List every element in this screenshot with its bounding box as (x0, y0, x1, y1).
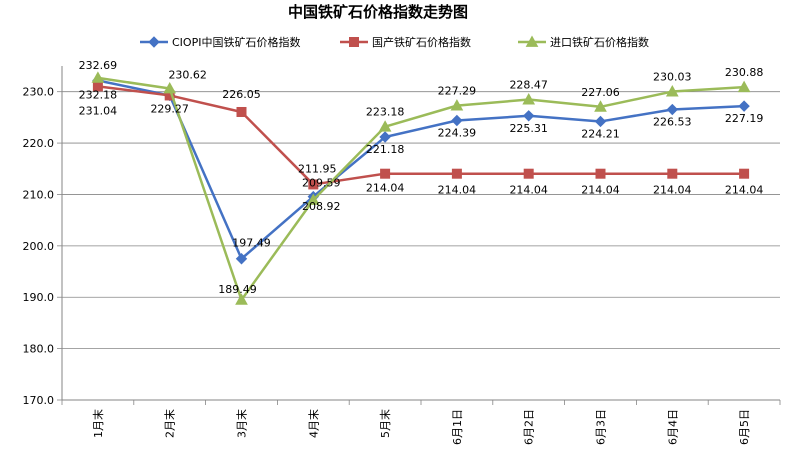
x-tick-label: 1月末 (91, 409, 105, 438)
y-tick-label: 210.0 (23, 188, 55, 201)
data-label: 214.04 (366, 182, 405, 195)
x-tick-label: 6月3日 (595, 409, 608, 445)
point-marker (525, 35, 539, 47)
data-labels: 232.18 229.27 197.49 209.59 221.18 224.39 225.… (79, 59, 764, 296)
point-marker (522, 93, 536, 105)
x-tick-label: 5月末 (378, 409, 392, 438)
point-marker (236, 106, 247, 117)
point-marker (235, 293, 248, 305)
x-tick-label: 4月末 (306, 409, 320, 438)
legend-item: CIOPI中国铁矿石价格指数 (140, 35, 300, 49)
data-label: 224.39 (438, 127, 477, 140)
point-marker (665, 85, 679, 97)
point-marker (378, 120, 392, 132)
point-marker (451, 114, 463, 127)
axes: 170.0 180.0 190.0 200.0 210.0 220.0 230.0 1月末 2月… (23, 66, 781, 445)
x-tick-label: 6月1日 (451, 409, 464, 445)
legend-label: CIOPI中国铁矿石价格指数 (172, 35, 300, 49)
data-label: 228.47 (509, 79, 548, 92)
x-tick-label: 2月末 (163, 409, 177, 438)
y-tick-label: 220.0 (23, 137, 55, 150)
series-layer (91, 71, 751, 305)
data-label: 225.31 (509, 122, 548, 135)
y-tick-label: 170.0 (23, 394, 55, 407)
point-marker (235, 253, 248, 265)
chart-legend: CIOPI中国铁矿石价格指数 国产铁矿石价格指数 进口铁矿石价格指数 (140, 35, 649, 49)
x-tick-label: 3月末 (235, 409, 249, 438)
gridlines (62, 91, 780, 350)
legend-label: 进口铁矿石价格指数 (550, 35, 649, 49)
data-label: 214.04 (653, 184, 692, 197)
y-tick-label: 230.0 (23, 86, 55, 99)
series-2 (92, 81, 750, 190)
point-marker (738, 100, 750, 112)
series-line (97, 76, 745, 302)
point-marker (349, 37, 359, 47)
legend-item: 国产铁矿石价格指数 (340, 35, 471, 49)
point-marker (522, 110, 535, 122)
y-tick-label: 190.0 (23, 291, 55, 304)
data-label: 211.95 (298, 162, 337, 175)
point-marker (450, 99, 464, 111)
point-marker (594, 100, 607, 112)
data-label: 214.04 (725, 184, 764, 197)
series-1 (92, 74, 750, 265)
series-line (97, 79, 745, 260)
x-tick-label: 6月5日 (738, 409, 751, 445)
data-label: 230.88 (725, 66, 764, 79)
data-label: 189.49 (218, 283, 257, 296)
data-label: 221.18 (366, 143, 405, 156)
series-line (97, 85, 745, 186)
data-label: 232.69 (79, 59, 118, 72)
point-marker (667, 168, 678, 179)
data-label: 226.05 (222, 88, 261, 101)
point-marker (666, 103, 679, 116)
data-label: 231.04 (79, 104, 118, 117)
point-marker (306, 193, 320, 205)
series-3 (91, 71, 751, 305)
data-label: 227.19 (725, 112, 764, 125)
data-label: 214.04 (509, 184, 548, 197)
data-label: 230.03 (653, 71, 692, 84)
point-marker (739, 168, 750, 179)
data-label: 197.49 (232, 237, 271, 250)
point-marker (379, 131, 391, 143)
x-tick-label: 6月2日 (523, 409, 536, 445)
x-tick-label: 6月4日 (666, 409, 679, 445)
point-marker (737, 80, 751, 93)
point-marker (148, 36, 160, 48)
chart-title: 中国铁矿石价格指数走势图 (288, 3, 468, 21)
point-marker (523, 168, 534, 179)
data-label: 208.92 (302, 200, 341, 213)
data-label: 209.59 (302, 177, 341, 190)
data-label: 223.18 (366, 106, 405, 119)
data-label: 227.06 (581, 86, 620, 99)
point-marker (594, 115, 607, 128)
data-label: 230.62 (168, 69, 207, 82)
point-marker (163, 81, 177, 94)
point-marker (308, 179, 319, 190)
legend-label: 国产铁矿石价格指数 (372, 35, 471, 49)
data-label: 229.27 (150, 102, 189, 115)
y-tick-label: 200.0 (23, 240, 55, 253)
y-tick-label: 180.0 (23, 343, 55, 356)
point-marker (451, 168, 462, 179)
point-marker (380, 168, 391, 179)
data-label: 214.04 (581, 184, 620, 197)
data-label: 224.21 (581, 127, 620, 140)
data-label: 226.53 (653, 116, 692, 129)
data-label: 227.29 (438, 85, 477, 98)
point-marker (91, 71, 105, 83)
data-label: 214.04 (438, 184, 477, 197)
legend-item: 进口铁矿石价格指数 (518, 35, 649, 49)
point-marker (595, 168, 606, 179)
data-label: 232.18 (79, 88, 118, 101)
